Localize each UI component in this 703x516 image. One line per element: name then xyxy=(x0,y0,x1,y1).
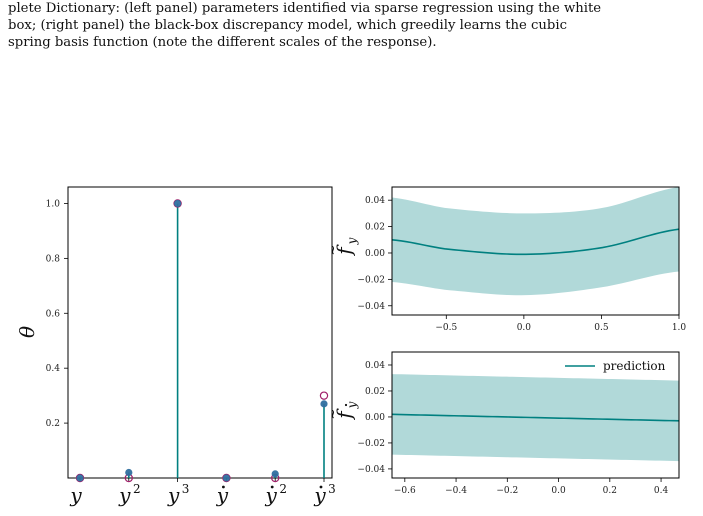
y-tick-label: 0.04 xyxy=(365,361,385,371)
time-derivative-dot xyxy=(319,485,323,489)
x-category-label: y xyxy=(118,483,131,507)
x-tick-label: 0.4 xyxy=(654,486,669,496)
x-tick-label: 0.5 xyxy=(594,323,609,333)
estimated-value-marker xyxy=(271,470,279,478)
legend-label: prediction xyxy=(603,359,666,373)
y-tick-label: 0.6 xyxy=(46,309,61,319)
y-tick-label: 0.2 xyxy=(46,419,60,429)
plot-frame xyxy=(391,186,680,316)
x-category-label: y xyxy=(265,483,278,507)
x-category-superscript: 3 xyxy=(328,482,336,496)
x-tick-label: −0.4 xyxy=(445,486,467,496)
estimated-value-marker xyxy=(76,474,84,482)
y-tick-label: 0.4 xyxy=(46,364,61,374)
plot-frame xyxy=(391,351,680,479)
y-tick-label: 0.04 xyxy=(365,196,385,206)
estimated-value-marker xyxy=(222,474,230,482)
x-category-label: y xyxy=(313,483,326,507)
y-tick-label: 1.0 xyxy=(46,199,61,209)
x-category-label: y xyxy=(69,483,82,507)
y-axis-label-subscript: y xyxy=(345,237,359,245)
x-tick-label: 0.0 xyxy=(517,323,532,333)
plot-frame xyxy=(67,186,333,479)
time-derivative-dot xyxy=(270,485,274,489)
y-tick-label: 0.02 xyxy=(365,387,385,397)
y-axis-label: f~y xyxy=(326,401,359,420)
caption-line-3: spring basis function (note the differen… xyxy=(8,35,437,50)
caption-line-1: plete Dictionary: (left panel) parameter… xyxy=(8,1,602,16)
x-category-label: y xyxy=(216,483,229,507)
x-category-superscript: 2 xyxy=(279,482,287,496)
discrepancy-y-panel: 0.040.020.00−0.02−0.04−0.5 0.0 0.5 1.0f~y xyxy=(326,186,687,333)
y-tick-label: −0.02 xyxy=(357,439,385,449)
true-value-marker xyxy=(319,391,329,400)
estimated-value-marker xyxy=(320,400,328,408)
figure-caption: plete Dictionary: (left panel) parameter… xyxy=(8,0,698,51)
y-axis-label: θ xyxy=(15,326,39,338)
y-tick-label: −0.04 xyxy=(357,302,385,312)
prediction-line xyxy=(391,228,680,256)
y-tick-label: 0.00 xyxy=(365,249,385,259)
x-category-superscript: 3 xyxy=(182,482,190,496)
x-category-label: y xyxy=(167,483,180,507)
time-derivative-dot xyxy=(222,485,225,489)
y-axis-label-tilde: ~ xyxy=(326,409,341,420)
y-tick-label: 0.02 xyxy=(365,223,385,233)
x-category-superscript: 2 xyxy=(133,482,141,496)
y-tick-label: 0.8 xyxy=(46,254,61,264)
time-derivative-dot xyxy=(344,403,348,407)
prediction-line xyxy=(391,413,680,422)
y-axis-label: f~y xyxy=(326,237,359,256)
x-tick-label: 0.2 xyxy=(603,486,617,496)
y-axis-label-subscript: y xyxy=(345,401,359,409)
estimated-value-marker xyxy=(174,199,182,208)
x-tick-label: 0.0 xyxy=(551,486,566,496)
x-tick-label: −0.6 xyxy=(394,486,416,496)
y-tick-label: 0.00 xyxy=(365,413,385,423)
y-axis-label-tilde: ~ xyxy=(326,245,341,256)
confidence-band xyxy=(392,187,679,296)
y-tick-label: −0.02 xyxy=(357,275,385,285)
caption-line-2: box; (right panel) the black-box discrep… xyxy=(8,18,567,33)
discrepancy-ydot-panel: 0.04 0.02 0.00 −0.02 −0.04 −0.6 −0.4 −0.2 0.0 0.2… xyxy=(326,351,680,496)
x-tick-label: −0.2 xyxy=(496,486,518,496)
x-tick-label: 1.0 xyxy=(672,323,687,333)
x-tick-label: −0.5 xyxy=(435,323,457,333)
estimated-value-marker xyxy=(125,468,133,477)
stem-plot-panel: 0.20.40.60.81.0θy y 2 y 3 y y 2 y 3 xyxy=(15,186,336,507)
y-tick-label: −0.04 xyxy=(357,465,385,475)
